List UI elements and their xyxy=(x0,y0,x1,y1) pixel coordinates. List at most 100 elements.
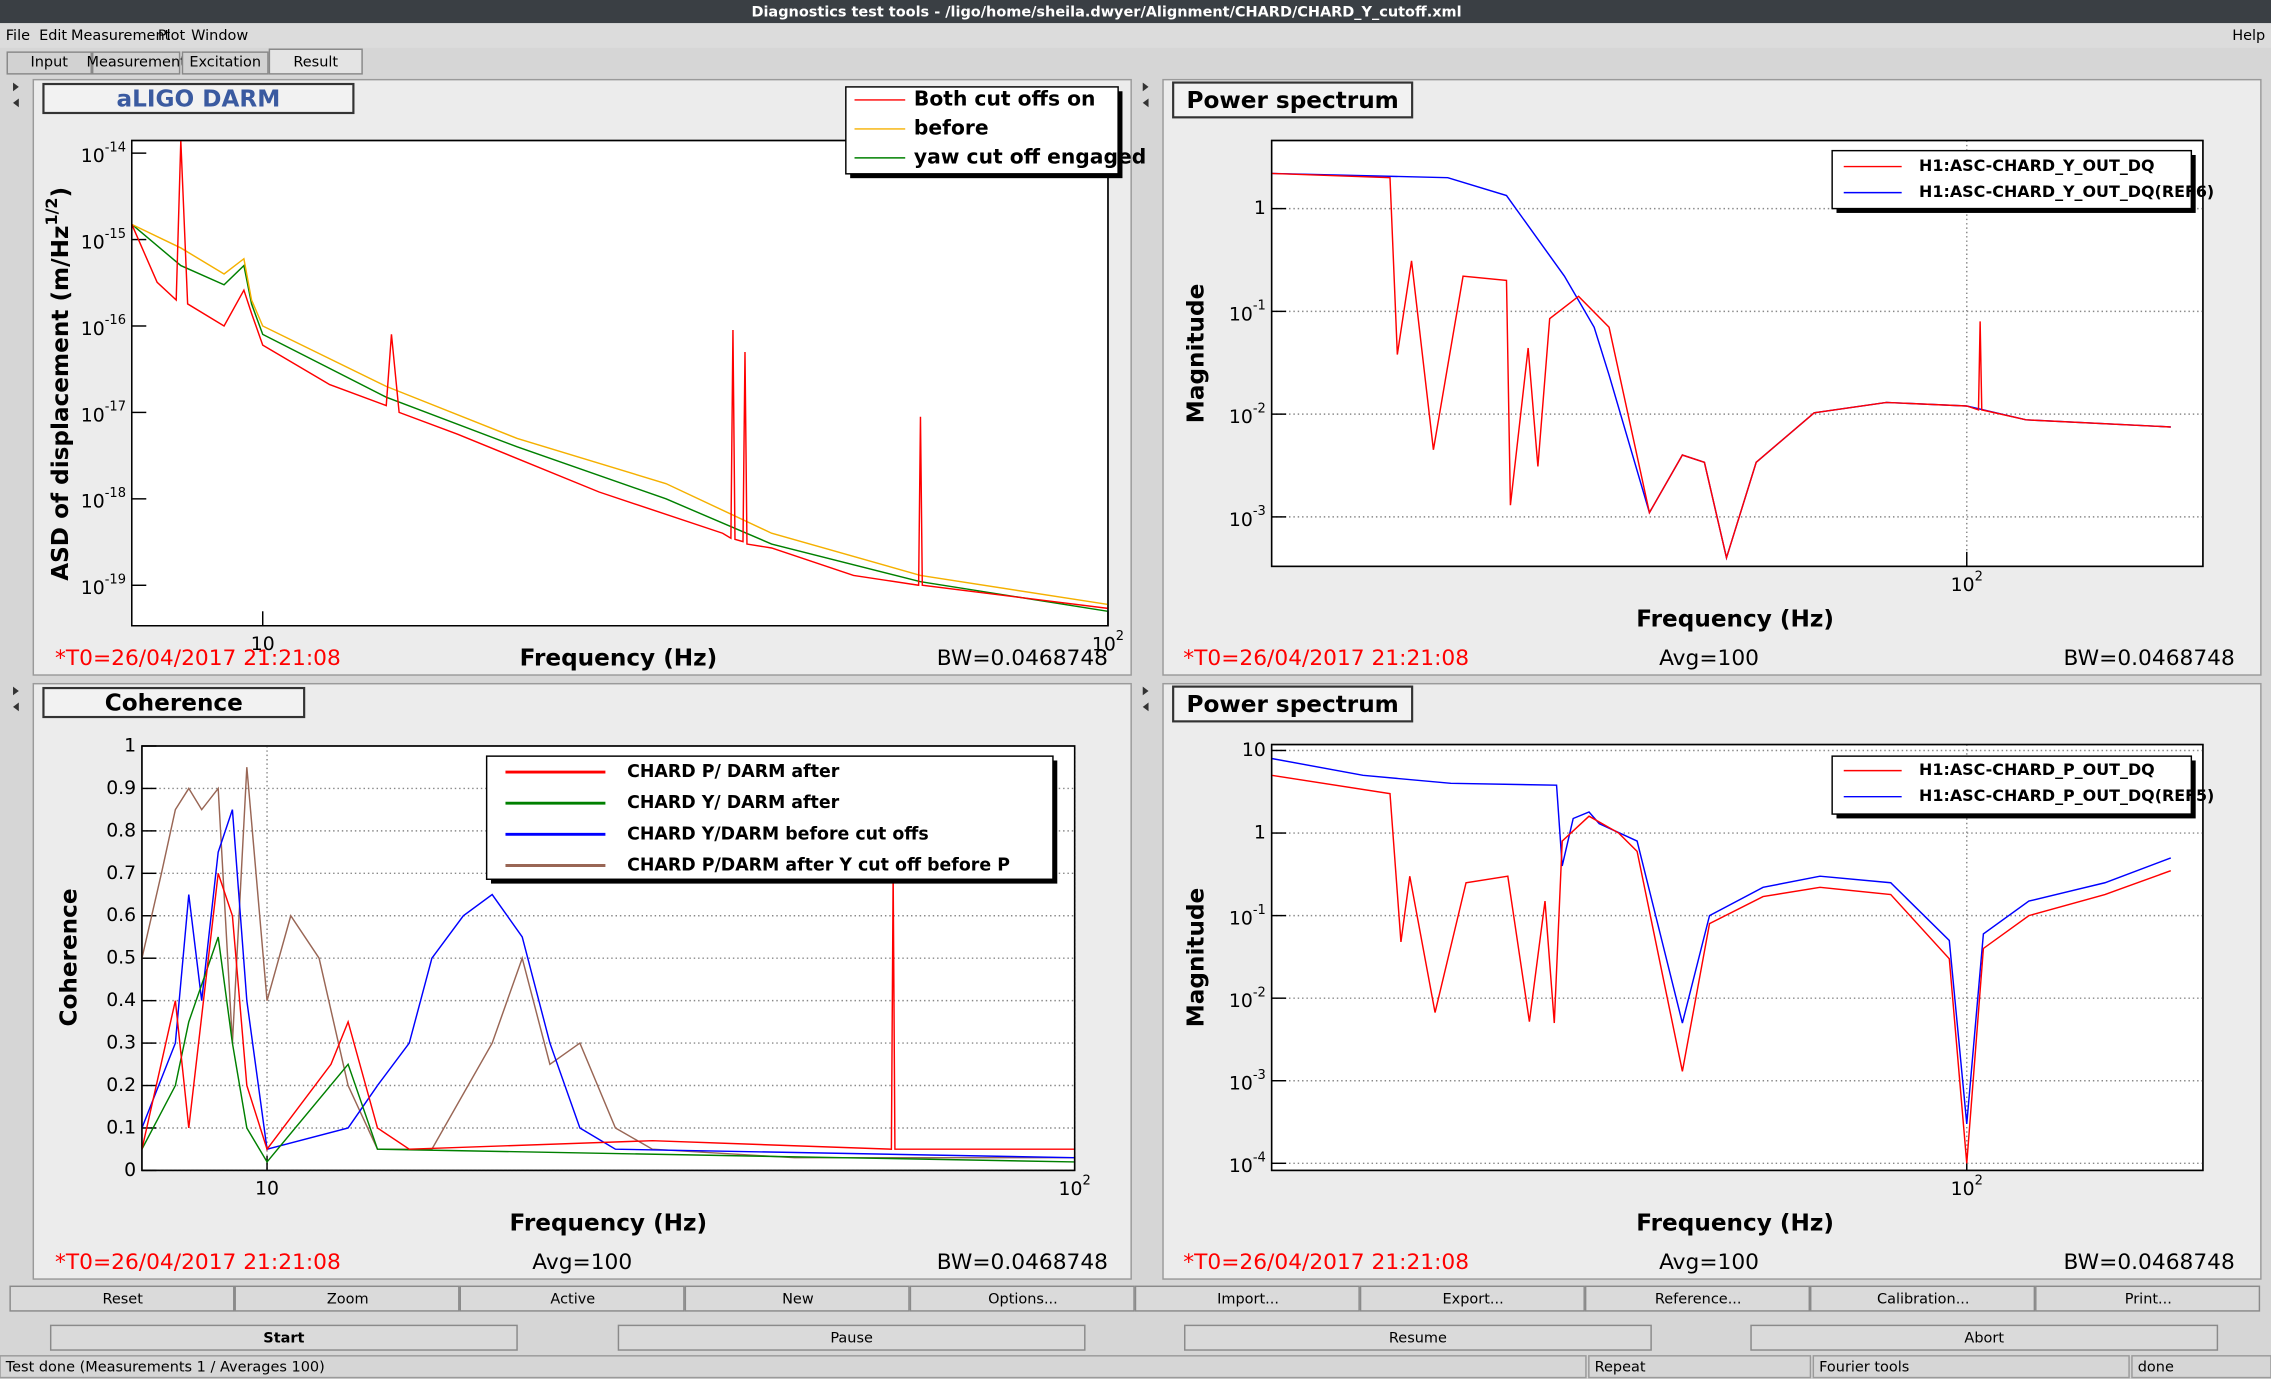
tick-label: 0.1 xyxy=(106,1117,136,1138)
status-text: Repeat xyxy=(1595,1359,1646,1375)
button-label[interactable]: New xyxy=(782,1291,814,1307)
button[interactable] xyxy=(2035,1285,2261,1312)
tick-label: 1 xyxy=(1254,823,1266,844)
tick-label: 0.5 xyxy=(106,948,136,969)
tab-label[interactable]: Excitation xyxy=(189,54,261,70)
menu-item[interactable]: Window xyxy=(191,28,248,44)
menu-item[interactable]: File xyxy=(6,28,30,44)
tick-label-base: 10 xyxy=(1229,304,1253,325)
run-button-label: Abort xyxy=(1964,1330,2004,1346)
series-line xyxy=(131,140,1108,610)
button[interactable] xyxy=(1134,1285,1360,1312)
tick-label: 10-15 xyxy=(81,226,126,253)
tick-label-base: 10 xyxy=(1229,991,1253,1012)
panel-title: aLIGO DARM xyxy=(117,85,281,112)
button[interactable] xyxy=(234,1285,460,1312)
button-label[interactable]: Active xyxy=(550,1291,595,1307)
button[interactable] xyxy=(1809,1285,2036,1312)
tick-label-exponent: -2 xyxy=(1253,401,1266,416)
y-axis-label: ASD of displacement (m/Hz1/2) xyxy=(42,187,74,581)
tick-label-exponent: -16 xyxy=(105,313,126,328)
tab[interactable] xyxy=(181,51,269,75)
button[interactable] xyxy=(1584,1285,1810,1312)
button-label[interactable]: Calibration... xyxy=(1877,1291,1970,1307)
legend-label: H1:ASC-CHARD_Y_OUT_DQ xyxy=(1919,156,2155,175)
tick-label: 10-1 xyxy=(1229,902,1266,929)
tick-label: 10-4 xyxy=(1229,1150,1266,1177)
tick-label-exponent: -2 xyxy=(1253,985,1266,1000)
button[interactable] xyxy=(9,1285,235,1312)
button[interactable] xyxy=(909,1285,1135,1312)
tick-label: 0.6 xyxy=(106,905,136,926)
button[interactable] xyxy=(684,1285,910,1312)
run-button-label: Resume xyxy=(1389,1330,1447,1346)
footer-bw: BW=0.0468748 xyxy=(2064,646,2235,671)
panel-arrow xyxy=(13,686,19,712)
tick-label-exponent: 2 xyxy=(1116,628,1124,643)
tab-label[interactable]: Measurement xyxy=(86,54,186,70)
tick-label-base: 10 xyxy=(81,405,105,426)
tick-label: 0 xyxy=(124,1160,136,1181)
legend xyxy=(1831,755,2193,815)
tick-label: 10-3 xyxy=(1229,1067,1266,1094)
legend-label: H1:ASC-CHARD_P_OUT_DQ xyxy=(1919,760,2155,779)
footer-bw: BW=0.0468748 xyxy=(937,646,1108,671)
tab[interactable] xyxy=(268,48,363,75)
series-line xyxy=(141,936,1075,1164)
title-bar xyxy=(0,0,2271,24)
legend-label: CHARD P/DARM after Y cut off before P xyxy=(627,855,1010,875)
button-label[interactable]: Print... xyxy=(2125,1291,2172,1307)
button-label[interactable]: Export... xyxy=(1443,1291,1504,1307)
footer-t0: *T0=26/04/2017 21:21:08 xyxy=(55,1250,341,1275)
button-label[interactable]: Zoom xyxy=(327,1291,369,1307)
x-axis-label: Frequency (Hz) xyxy=(1636,1210,1834,1237)
run-button-label[interactable]: Start xyxy=(263,1330,304,1346)
tick-label: 10-3 xyxy=(1229,504,1266,531)
run-button xyxy=(617,1324,1086,1351)
menu-item[interactable]: Plot xyxy=(158,28,186,44)
panel-title: Power spectrum xyxy=(1186,87,1398,114)
run-button-label: Pause xyxy=(830,1330,873,1346)
tick-label: 10-14 xyxy=(81,140,126,167)
menu-item[interactable]: Measurement xyxy=(71,28,171,44)
button-label[interactable]: Options... xyxy=(988,1291,1058,1307)
title-box xyxy=(42,82,355,115)
button[interactable] xyxy=(1359,1285,1585,1312)
footer-avg: Avg=100 xyxy=(532,1250,632,1275)
menu-help[interactable]: Help xyxy=(2232,28,2265,44)
tab-label[interactable]: Result xyxy=(293,54,338,70)
tick-label-exponent: -1 xyxy=(1253,298,1266,313)
tick-label-base: 10 xyxy=(81,318,105,339)
legend xyxy=(485,755,1054,880)
title-box xyxy=(1172,685,1414,723)
series-line xyxy=(131,223,1108,606)
button-label[interactable]: Reset xyxy=(102,1291,143,1307)
plot-frame xyxy=(141,745,1076,1172)
series-line xyxy=(1271,757,2172,1124)
y-axis-label-end: ) xyxy=(46,187,73,198)
panel-arrow xyxy=(13,82,19,108)
plot-frame xyxy=(1270,743,2204,1172)
tab[interactable] xyxy=(91,51,181,75)
button-label[interactable]: Reference... xyxy=(1655,1291,1742,1307)
tab[interactable] xyxy=(6,51,92,75)
panel-title: Power spectrum xyxy=(1186,691,1398,718)
y-axis-label-text: Magnitude xyxy=(1182,284,1209,424)
menu-item[interactable]: Edit xyxy=(39,28,67,44)
tab-label[interactable]: Input xyxy=(31,54,69,70)
footer-t0: *T0=26/04/2017 21:21:08 xyxy=(1183,646,1469,671)
tick-label: 0.4 xyxy=(106,990,136,1011)
button[interactable] xyxy=(459,1285,685,1312)
tick-label: 10 xyxy=(1242,740,1266,761)
run-button[interactable] xyxy=(49,1324,518,1351)
status-field xyxy=(0,1355,1587,1379)
tick-label-exponent: -17 xyxy=(105,399,126,414)
series-line xyxy=(141,873,1075,1151)
tick-label: 10-16 xyxy=(81,313,126,340)
y-axis-label-sup: 1/2 xyxy=(42,198,61,226)
tick-label: 1 xyxy=(1254,198,1266,219)
tick-label: 0.9 xyxy=(106,778,136,799)
x-axis-label: Frequency (Hz) xyxy=(509,1210,707,1237)
button-label[interactable]: Import... xyxy=(1217,1291,1279,1307)
